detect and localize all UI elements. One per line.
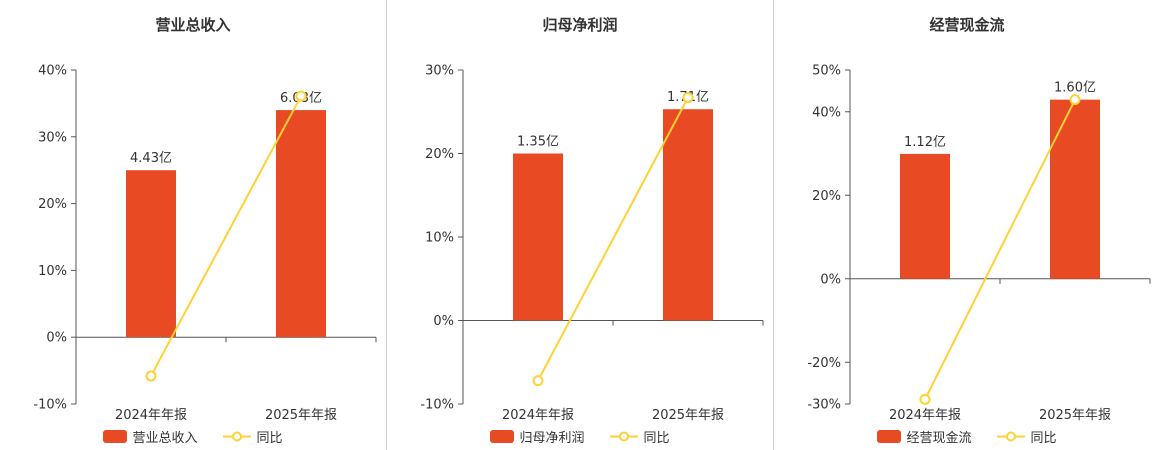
y-tick-label: 10% xyxy=(38,264,67,279)
trend-line-marker xyxy=(682,92,694,104)
bar xyxy=(663,109,713,321)
bar xyxy=(900,153,950,279)
chart-legend: 经营现金流 同比 xyxy=(774,422,1160,450)
x-category-label: 2025年年报 xyxy=(1039,408,1111,422)
y-tick-label: 20% xyxy=(38,197,67,212)
chart-title: 营业总收入 xyxy=(155,16,231,34)
line-marker-icon xyxy=(222,431,251,441)
legend-label: 同比 xyxy=(643,430,670,446)
y-tick-label: 40% xyxy=(38,64,67,79)
legend-label: 归母净利润 xyxy=(519,430,585,446)
chart-title: 经营现金流 xyxy=(929,16,1005,34)
x-category-label: 2024年年报 xyxy=(115,408,187,422)
legend-item-line-series[interactable]: 同比 xyxy=(222,427,283,446)
y-tick-label: 20% xyxy=(425,147,454,162)
legend-item-bar-series[interactable]: 营业总收入 xyxy=(103,427,198,446)
trend-line xyxy=(924,99,1076,400)
legend-label: 营业总收入 xyxy=(132,430,198,446)
x-category-label: 2024年年报 xyxy=(889,408,961,422)
y-tick-label: 50% xyxy=(812,64,841,79)
y-tick-label: 40% xyxy=(812,105,841,120)
trend-line-marker xyxy=(145,370,157,382)
bar xyxy=(276,110,326,338)
legend-item-bar-series[interactable]: 归母净利润 xyxy=(490,427,585,446)
trend-line xyxy=(537,97,689,382)
legend-label: 经营现金流 xyxy=(906,430,972,446)
legend-item-line-series[interactable]: 同比 xyxy=(609,427,670,446)
y-tick-label: 0% xyxy=(46,331,67,346)
legend-label: 同比 xyxy=(256,430,283,446)
y-tick-label: 20% xyxy=(812,189,841,204)
line-marker-icon xyxy=(609,431,638,441)
trend-line-marker xyxy=(532,375,544,387)
bar-swatch-icon xyxy=(103,429,128,443)
x-category-label: 2024年年报 xyxy=(502,408,574,422)
y-tick-label: -10% xyxy=(33,398,67,413)
bar-value-label: 1.60亿 xyxy=(1054,81,1096,96)
x-category-label: 2025年年报 xyxy=(652,408,724,422)
legend-item-bar-series[interactable]: 经营现金流 xyxy=(877,427,972,446)
chart-legend: 归母净利润 同比 xyxy=(387,422,773,450)
bar-value-label: 4.43亿 xyxy=(130,151,172,166)
bar-value-label: 1.35亿 xyxy=(517,135,559,150)
bar-swatch-icon xyxy=(490,429,515,443)
y-tick-label: 0% xyxy=(433,314,454,329)
legend-label: 同比 xyxy=(1030,430,1057,446)
legend-item-line-series[interactable]: 同比 xyxy=(996,427,1057,446)
y-tick-label: 10% xyxy=(425,231,454,246)
chart-panel-revenue: 营业总收入 40%30%20%10%0%-10%4.43亿6.03亿2024年年… xyxy=(0,0,386,450)
chart-panel-net-profit: 归母净利润 30%20%10%0%-10%1.35亿1.71亿2024年年报20… xyxy=(386,0,773,450)
chart-plot: 30%20%10%0%-10%1.35亿1.71亿2024年年报2025年年报 xyxy=(420,64,764,422)
bar-value-label: 1.12亿 xyxy=(904,135,946,150)
y-tick-label: -30% xyxy=(807,398,841,413)
line-marker-icon xyxy=(996,431,1025,441)
bar xyxy=(1050,99,1100,279)
y-tick-label: 30% xyxy=(38,130,67,145)
chart-legend: 营业总收入 同比 xyxy=(0,422,386,450)
chart-panel-operating-cash-flow: 经营现金流 50% 40% 20% 0% -20% -30% 1.12亿 1.60亿 2024年… xyxy=(773,0,1160,450)
y-tick-label: 30% xyxy=(425,64,454,79)
bar xyxy=(126,170,176,338)
y-tick-label: 0% xyxy=(820,272,841,287)
bar xyxy=(513,153,563,321)
chart-plot: 50% 40% 20% 0% -20% -30% 1.12亿 1.60亿 2024年年报 2025… xyxy=(807,64,1151,422)
y-tick-label: -20% xyxy=(807,356,841,371)
x-category-label: 2025年年报 xyxy=(265,408,337,422)
trend-line-marker xyxy=(295,90,307,102)
trend-line-marker xyxy=(1069,94,1081,106)
trend-line-marker xyxy=(919,393,931,405)
chart-plot: 40%30%20%10%0%-10%4.43亿6.03亿2024年年报2025年… xyxy=(33,64,377,422)
bar-swatch-icon xyxy=(877,429,902,443)
chart-title: 归母净利润 xyxy=(542,16,618,34)
y-tick-label: -10% xyxy=(420,398,454,413)
trend-line xyxy=(150,95,302,377)
